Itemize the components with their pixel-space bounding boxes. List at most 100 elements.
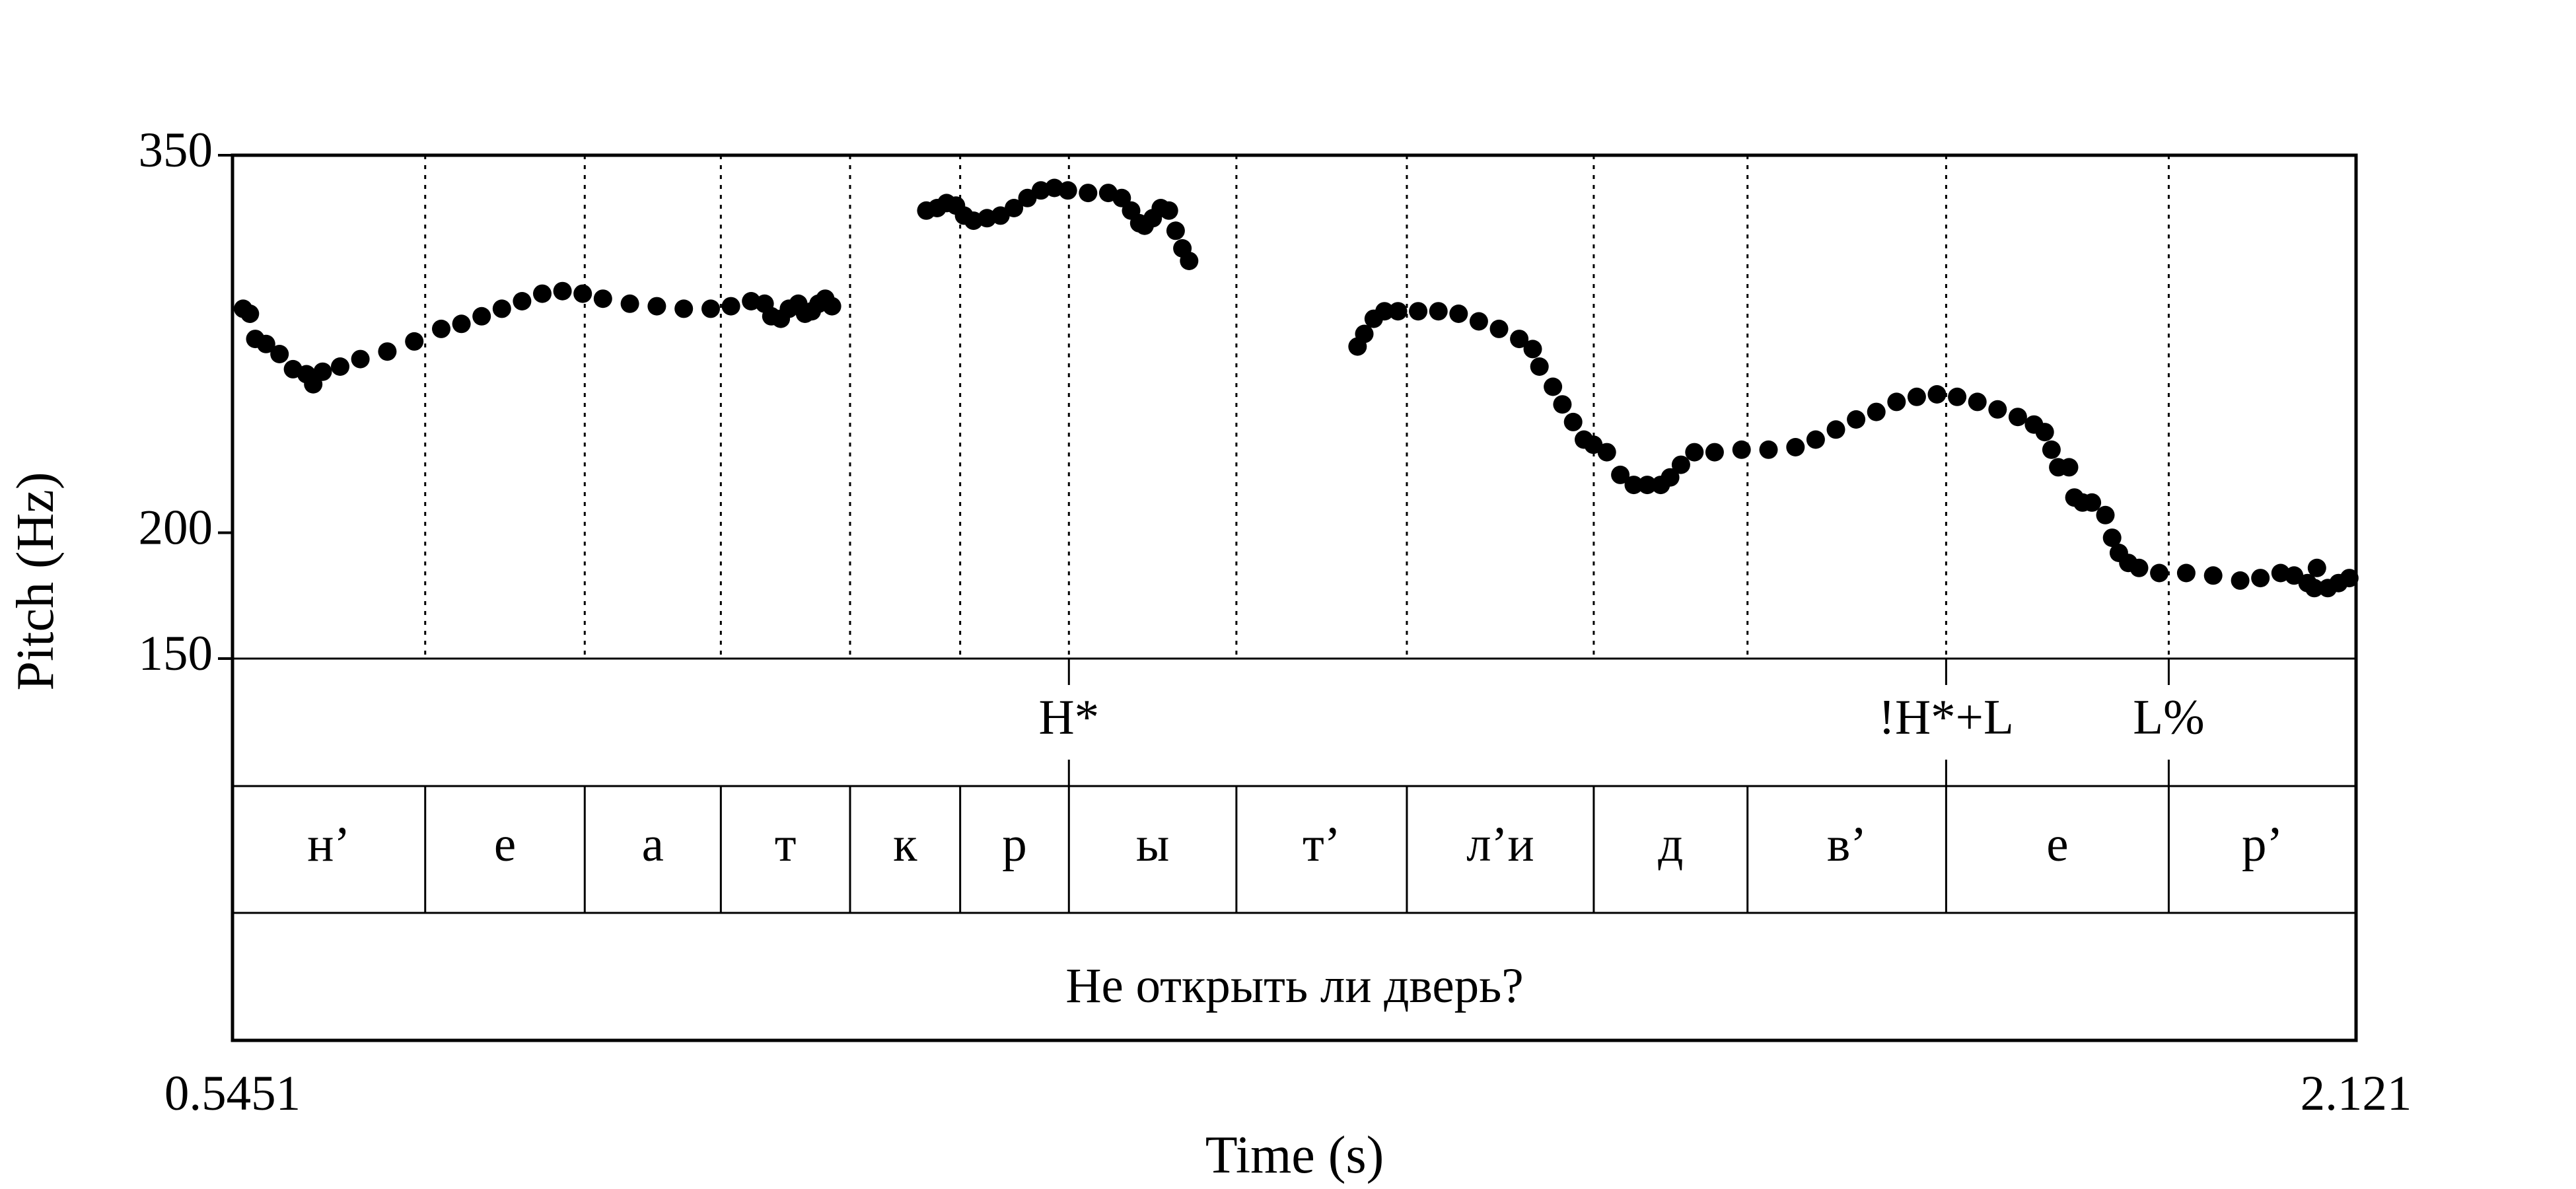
pitch-point-100 <box>1948 387 1967 406</box>
pitch-point-91 <box>1759 440 1778 459</box>
pitch-point-96 <box>1867 402 1886 421</box>
pitch-point-23 <box>647 297 666 316</box>
pitch-point-10 <box>351 349 370 369</box>
tone-label-0: H* <box>1038 690 1099 745</box>
pitch-point-18 <box>533 284 552 303</box>
segment-tier: н’ е а т к р ы т’ л’и д в’ е р’ <box>307 817 2283 872</box>
pitch-point-111 <box>2083 493 2102 512</box>
pitch-contour <box>234 178 2359 598</box>
pitch-point-69 <box>1429 302 1448 321</box>
pitch-point-89 <box>1705 443 1724 462</box>
pitch-point-123 <box>2285 566 2304 585</box>
y-tick-label-1: 200 <box>139 501 213 556</box>
tone-label-2: L% <box>2133 690 2204 745</box>
pitch-point-68 <box>1409 302 1428 321</box>
pitch-point-67 <box>1388 302 1408 321</box>
segment-label-4: к <box>893 817 917 872</box>
pitch-point-84 <box>1637 476 1657 495</box>
pitch-point-113 <box>2102 528 2122 548</box>
pitch-point-73 <box>1510 330 1529 349</box>
pitch-point-118 <box>2176 563 2196 583</box>
segment-label-7: т’ <box>1303 817 1341 872</box>
pitch-point-88 <box>1685 443 1704 462</box>
pitch-point-47 <box>1018 188 1037 207</box>
pitch-point-99 <box>1927 385 1947 404</box>
pitch-point-66 <box>1375 302 1394 321</box>
pitch-point-19 <box>553 281 572 301</box>
pitch-point-101 <box>1968 392 1987 412</box>
pitch-point-120 <box>2231 571 2250 590</box>
segment-label-9: д <box>1658 817 1683 872</box>
pitch-point-51 <box>1079 184 1098 203</box>
pitch-point-86 <box>1661 468 1680 487</box>
pitch-point-103 <box>2008 408 2027 427</box>
pitch-point-64 <box>1355 324 1374 343</box>
pitch-point-102 <box>1988 400 2007 419</box>
pitch-point-12 <box>405 332 424 351</box>
pitch-point-71 <box>1469 312 1488 331</box>
pitch-point-90 <box>1732 440 1751 459</box>
pitch-point-26 <box>721 297 740 316</box>
pitch-point-93 <box>1806 430 1825 449</box>
pitch-point-25 <box>701 299 720 318</box>
pitch-point-70 <box>1449 305 1468 323</box>
segment-label-2: а <box>642 817 664 872</box>
y-tick-label-0: 350 <box>139 123 213 178</box>
pitch-point-98 <box>1907 387 1926 406</box>
pitch-point-117 <box>2150 563 2169 583</box>
segment-label-8: л’и <box>1466 817 1534 872</box>
segment-label-11: е <box>2046 817 2068 872</box>
pitch-point-7 <box>304 375 323 394</box>
pitch-point-125 <box>2305 579 2324 598</box>
tone-label-1: !H*+L <box>1878 690 2014 745</box>
pitch-point-3 <box>256 334 275 353</box>
pitch-point-76 <box>1544 377 1563 396</box>
x-tick-label-start: 0.5451 <box>164 1066 301 1121</box>
pitch-point-37 <box>822 297 841 316</box>
phrase-label: Не открыть ли дверь? <box>1065 958 1523 1013</box>
pitch-point-87 <box>1671 455 1690 474</box>
segment-label-1: е <box>494 817 516 872</box>
pitch-point-46 <box>1005 199 1024 217</box>
pitch-point-45 <box>991 206 1010 225</box>
pitch-point-62 <box>1180 252 1199 270</box>
plot-frame <box>231 153 2358 1042</box>
pitch-point-11 <box>378 342 397 361</box>
pitch-point-112 <box>2096 505 2115 524</box>
y-tick-label-2: 150 <box>139 626 213 681</box>
pitch-point-17 <box>513 292 532 310</box>
pitch-point-15 <box>472 306 491 326</box>
tone-tier: H* !H*+L L% <box>1038 659 2205 786</box>
pitch-point-9 <box>331 357 349 376</box>
pitch-point-119 <box>2203 566 2223 585</box>
pitch-point-8 <box>313 362 332 381</box>
segment-label-3: т <box>775 817 797 872</box>
pitch-point-24 <box>674 299 694 318</box>
segment-label-5: р <box>1002 817 1027 872</box>
pitch-point-116 <box>2129 558 2149 577</box>
pitch-point-126 <box>2307 558 2326 577</box>
pitch-point-77 <box>1553 395 1572 414</box>
pitch-point-80 <box>1584 435 1603 454</box>
x-axis-title: Time (s) <box>1205 1126 1384 1184</box>
pitch-point-94 <box>1826 420 1845 439</box>
pitch-point-21 <box>593 289 612 308</box>
pitch-point-121 <box>2251 569 2270 588</box>
pitch-point-92 <box>1786 438 1805 456</box>
segment-label-12: р’ <box>2242 817 2283 872</box>
x-tick-label-end: 2.121 <box>2301 1066 2412 1121</box>
pitch-point-97 <box>1887 392 1906 412</box>
pitch-point-13 <box>432 319 450 338</box>
pitch-point-129 <box>2340 569 2359 588</box>
segment-label-10: в’ <box>1827 817 1867 872</box>
pitch-point-72 <box>1489 319 1509 338</box>
tier-dividers <box>233 657 2356 914</box>
pitch-point-16 <box>492 299 511 318</box>
pitch-point-105 <box>2035 423 2054 442</box>
pitch-point-95 <box>1847 410 1866 429</box>
pitch-point-83 <box>1624 476 1643 495</box>
pitch-point-59 <box>1159 201 1178 220</box>
segment-boundary-lines <box>424 155 2170 913</box>
segment-label-6: ы <box>1136 817 1169 872</box>
pitch-point-20 <box>573 284 592 303</box>
